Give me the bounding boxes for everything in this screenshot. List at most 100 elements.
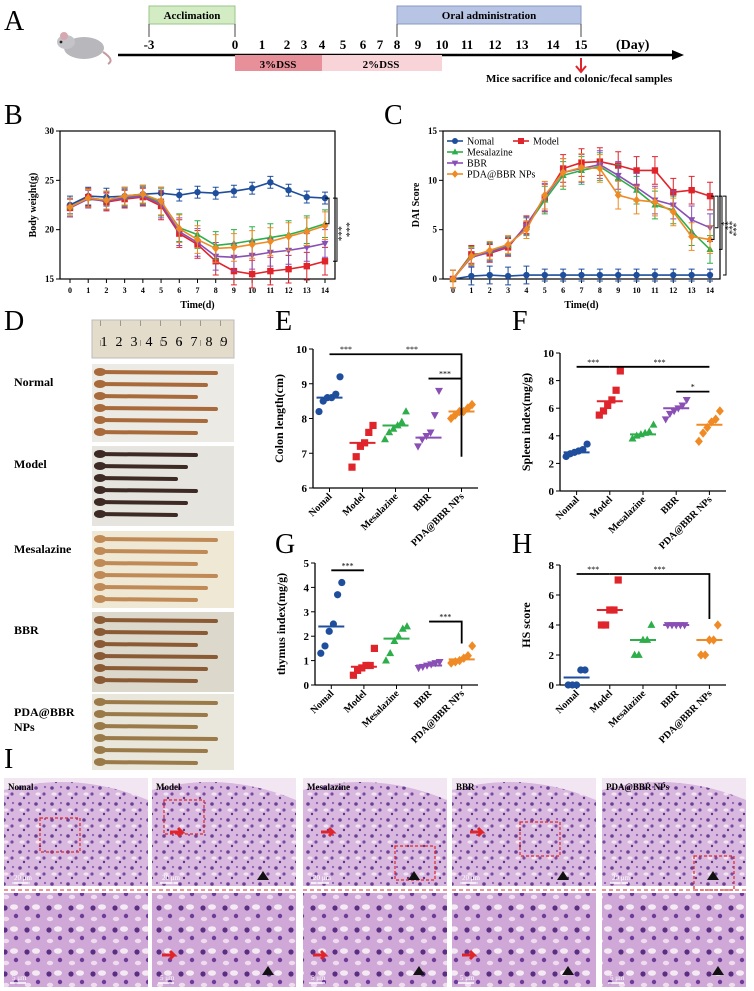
timeline-day-tick: 6 — [360, 37, 367, 52]
caecum-specimen — [94, 664, 106, 672]
ruler-number: 8 — [206, 335, 213, 350]
legend-label: Nomal — [467, 137, 494, 148]
mouse-icon — [57, 32, 112, 65]
y-tick-label: 8 — [549, 560, 555, 572]
significance-bracket — [609, 573, 711, 619]
y-tick-label: 6 — [302, 483, 308, 495]
significance-bracket — [429, 620, 463, 644]
y-tick-label: 5 — [304, 558, 310, 570]
data-point-mesalazine — [382, 656, 390, 664]
data-point-model — [370, 644, 378, 652]
colon-photo-bbr: BBR — [14, 612, 234, 692]
histology-model: Model 20 μm 5 μm — [152, 778, 296, 987]
histology-group-label: Nomal — [8, 782, 34, 792]
colon-specimen — [94, 430, 198, 435]
colon-specimen — [94, 549, 208, 554]
lumen-area — [602, 778, 746, 800]
x-tick-label: 6 — [177, 286, 181, 295]
histology-high-mag — [602, 893, 746, 987]
colon-specimen — [94, 573, 218, 578]
x-tick-label: 6 — [561, 286, 565, 295]
caecum-specimen — [94, 595, 106, 603]
data-point-normal — [315, 407, 323, 416]
caecum-specimen — [94, 486, 106, 494]
y-tick-label: 2 — [549, 458, 555, 470]
panel-c-label: C — [384, 100, 403, 131]
significance-label: *** — [340, 222, 351, 237]
data-point-model — [616, 367, 624, 375]
oral-administration-label: Oral administration — [442, 10, 536, 22]
data-point-normal — [615, 271, 622, 279]
data-point-normal — [541, 271, 548, 279]
data-point-normal — [578, 271, 585, 279]
red-arrow-icon — [470, 826, 486, 838]
y-tick-label: 7 — [302, 448, 308, 460]
triangle-marker-icon — [408, 871, 420, 880]
x-tick-label: 0 — [68, 286, 72, 295]
significance-label: * — [691, 383, 695, 392]
data-point-pda — [614, 190, 622, 200]
data-point-model — [356, 442, 364, 450]
data-point-bbr — [426, 429, 435, 437]
red-arrow-icon — [170, 826, 186, 838]
caecum-specimen — [94, 583, 106, 591]
caecum-specimen — [94, 734, 106, 742]
significance-label: *** — [654, 358, 666, 367]
data-point-normal — [303, 193, 310, 201]
data-point-model — [614, 576, 622, 584]
x-tick-label: Model — [588, 494, 615, 521]
data-point-normal — [468, 272, 475, 280]
dss-3-bar — [235, 55, 322, 71]
colon-specimen — [94, 666, 208, 671]
data-point-pda — [688, 232, 696, 241]
significance-bracket — [715, 195, 719, 229]
x-tick-label: 4 — [141, 286, 145, 295]
x-tick-label: 10 — [633, 286, 641, 295]
colon-specimen — [94, 678, 198, 683]
data-point-pda — [559, 168, 567, 177]
acclimation-label: Acclimation — [164, 10, 221, 22]
caecum-specimen — [94, 652, 106, 660]
y-tick-label: 4 — [304, 582, 310, 594]
data-point-bbr — [422, 432, 431, 441]
significance-label: *** — [332, 226, 343, 241]
histology-high-mag — [4, 893, 148, 987]
lumen-area — [303, 778, 447, 800]
scale-bar-label: 20 μm — [462, 874, 481, 882]
histology-normal: Nomal 20 μm 5 μm — [4, 778, 148, 987]
data-point-pda — [711, 414, 720, 424]
lumen-area — [152, 778, 296, 800]
scale-bar-label: 20 μm — [162, 874, 181, 882]
data-point-pda — [175, 224, 183, 233]
timeline-day-tick: 15 — [575, 37, 589, 52]
ruler-number: 9 — [221, 335, 228, 350]
histology-bbr: BBR 20 μm 5 μm — [452, 778, 596, 987]
histology-group-label: Mesalazine — [307, 782, 350, 792]
data-point-mesalazine — [398, 624, 407, 632]
timeline-day-tick: 9 — [415, 37, 422, 52]
sacrifice-arrow-icon — [575, 58, 587, 74]
colon-photo-normal: Normal — [14, 364, 234, 442]
x-tick-label: 2 — [104, 286, 108, 295]
caecum-specimen — [94, 416, 106, 424]
timeline-day-tick: 13 — [516, 37, 530, 52]
significance-label: * — [716, 221, 726, 226]
x-tick-label: 3 — [506, 286, 510, 295]
y-tick-label: 3 — [304, 607, 310, 619]
series-normal — [449, 265, 714, 289]
timeline-day-tick: 8 — [394, 37, 401, 52]
sacrifice-label: Mice sacrifice and colonic/fecal samples — [486, 73, 673, 85]
data-point-pda — [230, 243, 238, 252]
data-point-normal — [336, 373, 344, 381]
scale-bar-label: 5 μm — [12, 974, 27, 982]
ruler-number: 5 — [161, 335, 168, 350]
triangle-marker-icon — [557, 871, 569, 880]
data-point-pda — [449, 274, 457, 284]
dss-2-bar — [322, 55, 442, 71]
significance-bracket — [723, 195, 727, 276]
colon-specimen — [94, 630, 208, 635]
data-point-model — [597, 621, 605, 629]
data-point-model — [358, 664, 366, 672]
